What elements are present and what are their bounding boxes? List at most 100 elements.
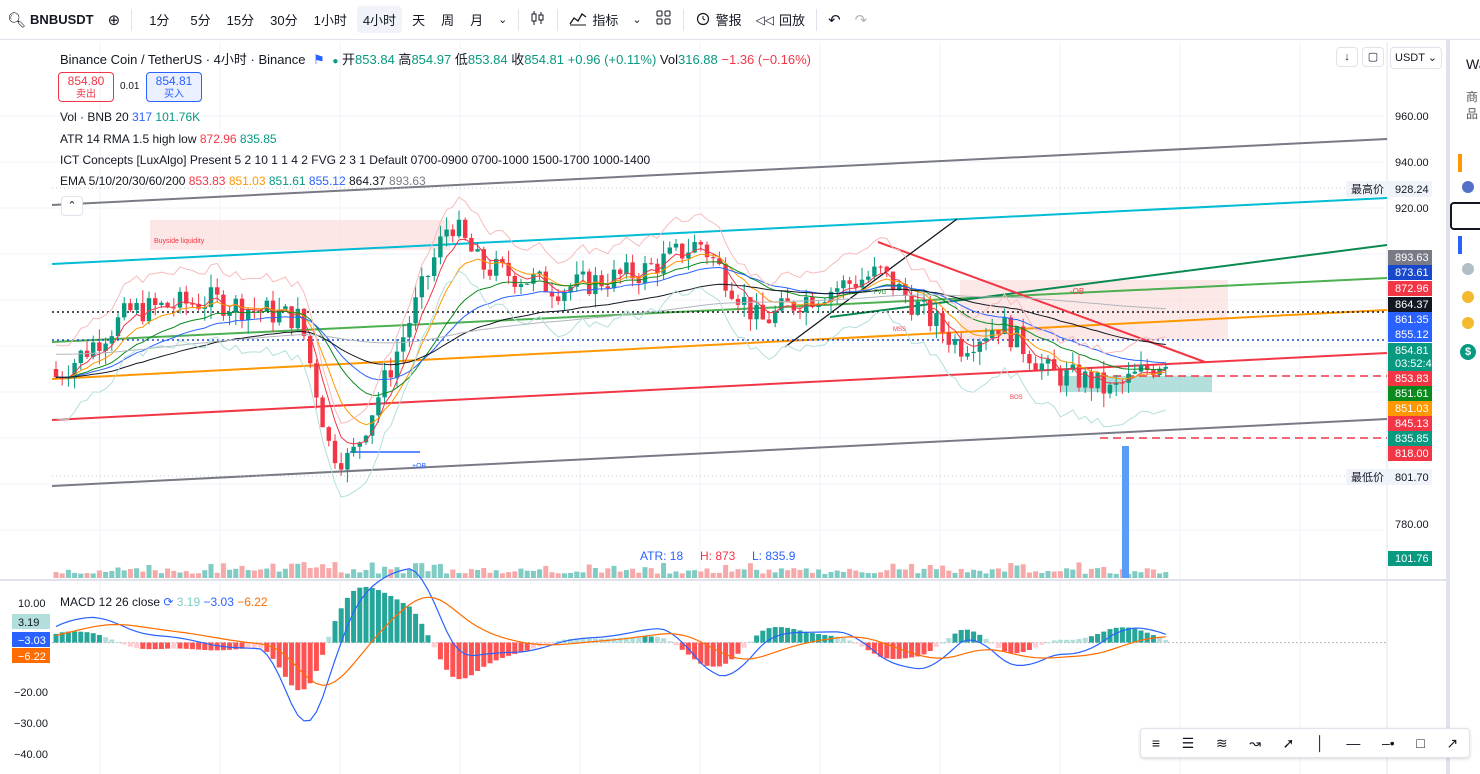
horizontal-ray-icon[interactable]: — — [1346, 735, 1361, 751]
atr-lower-band — [55, 270, 1166, 498]
interval-label: 15分 — [226, 13, 255, 28]
indicators-button[interactable]: 指标 — [562, 0, 625, 40]
open-value: 853.84 — [355, 52, 395, 67]
path-icon[interactable]: ↝ — [1249, 734, 1261, 751]
redo-button[interactable]: ↷ — [848, 0, 875, 40]
symbol-search[interactable]: 🔍︎ BNBUSDT — [0, 0, 101, 40]
volume-legend[interactable]: Vol · BNB 20 317 101.76K — [60, 110, 200, 124]
ict-legend[interactable]: ICT Concepts [LuxAlgo] Present 5 2 10 1 … — [60, 153, 650, 167]
macd-hist-bar — [96, 634, 102, 643]
volume-bar — [729, 571, 735, 578]
candle-body — [295, 308, 300, 329]
interval-1w[interactable]: 周 — [433, 0, 462, 40]
interval-1m[interactable]: 1分 — [136, 0, 182, 40]
loading-icon: ⟳ — [163, 595, 174, 609]
volume-bar — [623, 570, 629, 578]
trend-line-icon[interactable]: ➚ — [1282, 734, 1295, 751]
interval-30m[interactable]: 30分 — [262, 0, 305, 40]
watchlist-item[interactable] — [1462, 290, 1478, 306]
channel-icon[interactable]: ≋ — [1215, 734, 1228, 751]
indicators-dropdown[interactable]: ⌄ — [625, 0, 648, 40]
volume-bar — [1020, 564, 1026, 578]
volume-bar — [933, 569, 939, 578]
ema-legend[interactable]: EMA 5/10/20/30/60/200 853.83 851.03 851.… — [60, 174, 426, 188]
volume-bar — [276, 571, 282, 578]
macd-hist-bar — [1095, 634, 1101, 643]
candle-body — [1151, 370, 1156, 376]
volume-bar — [189, 573, 195, 578]
horizontal-line-icon[interactable]: –• — [1381, 735, 1395, 751]
volume-bar — [1057, 571, 1063, 578]
candle-body — [97, 342, 102, 351]
candle-body — [165, 302, 170, 308]
candle-body — [928, 300, 933, 327]
watchlist-item[interactable] — [1458, 236, 1478, 254]
candle-body — [357, 442, 362, 447]
macd-hist-bar — [344, 597, 350, 643]
macd-hist-bar — [611, 638, 617, 643]
macd-hist-bar — [896, 642, 902, 659]
undo-button[interactable]: ↶ — [821, 0, 848, 40]
watchlist-item[interactable] — [1462, 316, 1478, 332]
parallel-channel-icon[interactable]: ☰ — [1181, 734, 1195, 751]
collapse-legend-button[interactable]: ⌃ — [61, 196, 83, 216]
interval-dropdown[interactable]: ⌄ — [491, 0, 514, 40]
volume-bar — [549, 572, 555, 578]
interval-1d[interactable]: 天 — [404, 0, 433, 40]
flag-icon: ⚑ — [313, 52, 325, 67]
candle-body — [723, 264, 728, 291]
watchlist-item[interactable] — [1462, 180, 1478, 198]
rectangle-icon[interactable]: □ — [1416, 735, 1425, 751]
volume-bar — [909, 563, 915, 578]
macd-legend[interactable]: MACD 12 26 close ⟳ 3.19 −3.03 −6.22 — [60, 595, 268, 609]
interval-4h[interactable]: 4小时 — [355, 0, 404, 40]
volume-bar — [915, 573, 921, 578]
price-badge-label: 835.85 — [1395, 433, 1429, 445]
fib-channel-icon[interactable]: ≡ — [1151, 735, 1160, 751]
chart-pane[interactable]: Buyside liquidity -OB +OB MSS BOS FVG ATR: 18 H… — [0, 42, 1446, 774]
vertical-line-icon[interactable]: │ — [1315, 735, 1325, 751]
macd-hist-bar — [109, 639, 115, 643]
macd-hist-bar — [72, 631, 78, 643]
volume-bar — [878, 572, 884, 578]
candle-body — [810, 296, 815, 308]
candle-body — [965, 353, 970, 357]
chart-canvas[interactable]: Buyside liquidity -OB +OB MSS BOS FVG ATR: 18 H… — [0, 42, 1446, 774]
macd-hist-value: 3.19 — [176, 595, 201, 609]
replay-button[interactable]: ◁◁ 回放 — [749, 0, 812, 40]
high-price-badge — [1346, 181, 1432, 197]
interval-15m[interactable]: 15分 — [219, 0, 262, 40]
layouts-button[interactable] — [649, 0, 679, 40]
close-value: 854.81 — [524, 52, 565, 67]
fullscreen-button[interactable]: ▢ — [1362, 47, 1384, 67]
volume-bar — [1033, 571, 1039, 578]
buy-button[interactable]: 854.81 买入 — [146, 72, 202, 102]
interval-5m[interactable]: 5分 — [182, 0, 218, 40]
currency-select[interactable]: USDT ⌄ — [1390, 47, 1442, 69]
candle-body — [661, 253, 666, 274]
add-symbol-button[interactable]: ⊕ — [101, 0, 128, 40]
chart-type-button[interactable] — [523, 0, 553, 40]
ema200-line — [56, 294, 1166, 355]
sell-button[interactable]: 854.80 卖出 — [58, 72, 114, 102]
more-tools-icon[interactable]: ↗ — [1446, 734, 1459, 751]
status-dot-icon: ● — [332, 56, 339, 67]
interval-1M[interactable]: 月 — [462, 0, 491, 40]
watchlist-item[interactable] — [1458, 154, 1478, 172]
download-button[interactable]: ↓ — [1336, 47, 1358, 67]
volume-bar — [828, 571, 834, 578]
watchlist-title: Wa — [1466, 56, 1480, 72]
watchlist-item[interactable] — [1450, 202, 1480, 230]
watchlist-item[interactable] — [1462, 262, 1478, 278]
atr-legend[interactable]: ATR 14 RMA 1.5 high low 872.96 835.85 — [60, 132, 277, 146]
interval-1h[interactable]: 1小时 — [306, 0, 355, 40]
watchlist-item[interactable]: $ — [1460, 342, 1480, 362]
macd-hist-bar — [84, 632, 90, 643]
candle-body — [729, 290, 734, 299]
volume-bar — [611, 565, 617, 578]
volume-bar — [766, 569, 772, 578]
macd-hist-bar — [568, 638, 574, 643]
alert-button[interactable]: 警报 — [688, 0, 749, 40]
candle-body — [518, 284, 524, 287]
volume-bar — [630, 568, 636, 578]
